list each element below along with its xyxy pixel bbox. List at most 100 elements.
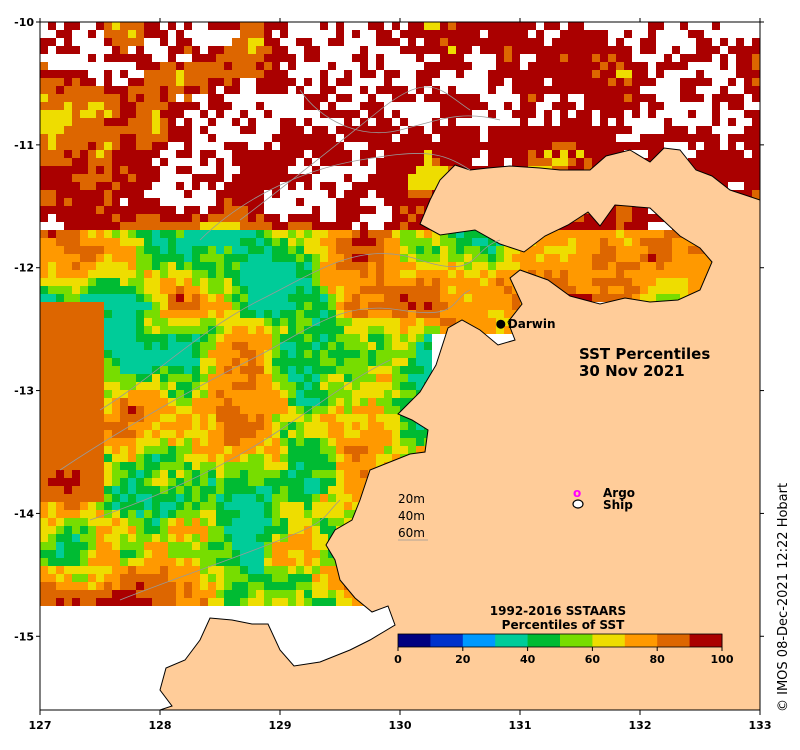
sst-cell (616, 78, 624, 86)
sst-cell (216, 382, 224, 390)
sst-cell (192, 302, 200, 310)
sst-cell (536, 70, 544, 78)
sst-cell (184, 390, 192, 398)
sst-cell (72, 542, 80, 550)
sst-cell (184, 398, 192, 406)
sst-cell (744, 110, 752, 118)
sst-cell (80, 166, 88, 174)
sst-cell (296, 366, 304, 374)
sst-cell (384, 414, 392, 422)
sst-cell (536, 38, 544, 46)
sst-cell (520, 254, 528, 262)
sst-cell (224, 278, 232, 286)
sst-cell (312, 94, 320, 102)
sst-cell (176, 326, 184, 334)
sst-cell (576, 118, 584, 126)
sst-cell (304, 94, 312, 102)
sst-cell (64, 182, 72, 190)
sst-cell (88, 318, 96, 326)
sst-cell (480, 142, 488, 150)
sst-cell (184, 214, 192, 222)
sst-cell (600, 230, 608, 238)
sst-cell (184, 358, 192, 366)
sst-cell (568, 270, 576, 278)
sst-cell (112, 134, 120, 142)
sst-cell (272, 590, 280, 598)
sst-cell (200, 438, 208, 446)
sst-cell (360, 326, 368, 334)
sst-cell (400, 182, 408, 190)
sst-cell (400, 278, 408, 286)
sst-cell (480, 294, 488, 302)
sst-cell (136, 398, 144, 406)
sst-cell (424, 262, 432, 270)
sst-cell (576, 78, 584, 86)
sst-cell (192, 526, 200, 534)
sst-cell (272, 70, 280, 78)
sst-cell (64, 158, 72, 166)
sst-cell (336, 446, 344, 454)
sst-cell (128, 222, 136, 230)
sst-cell (544, 22, 552, 30)
depth-contour-line (119, 499, 341, 601)
sst-cell (280, 510, 288, 518)
sst-cell (488, 22, 496, 30)
sst-cell (104, 206, 112, 214)
sst-cell (440, 158, 448, 166)
sst-cell (208, 470, 216, 478)
sst-cell (232, 350, 240, 358)
sst-cell (168, 566, 176, 574)
sst-cell (344, 374, 352, 382)
sst-cell (56, 366, 64, 374)
sst-cell (432, 142, 440, 150)
sst-cell (192, 246, 200, 254)
sst-cell (64, 446, 72, 454)
sst-cell (64, 558, 72, 566)
sst-cell (240, 598, 248, 606)
sst-cell (224, 590, 232, 598)
sst-cell (664, 278, 672, 286)
sst-cell (256, 470, 264, 478)
sst-cell (80, 70, 88, 78)
sst-cell (640, 62, 648, 70)
sst-cell (304, 534, 312, 542)
sst-cell (104, 30, 112, 38)
sst-cell (272, 22, 280, 30)
colorbar-title-line1: 1992-2016 SSTAARS (490, 604, 626, 618)
sst-cell (392, 382, 400, 390)
sst-cell (248, 262, 256, 270)
sst-cell (80, 470, 88, 478)
sst-cell (160, 454, 168, 462)
sst-cell (656, 230, 664, 238)
sst-cell (64, 22, 72, 30)
sst-cell (56, 70, 64, 78)
sst-cell (104, 22, 112, 30)
sst-cell (584, 86, 592, 94)
sst-cell (88, 118, 96, 126)
sst-cell (256, 38, 264, 46)
sst-cell (712, 142, 720, 150)
sst-cell (152, 446, 160, 454)
depth-legend-60m: 60m (398, 526, 425, 540)
sst-cell (488, 262, 496, 270)
sst-cell (592, 134, 600, 142)
sst-cell (256, 430, 264, 438)
sst-cell (272, 518, 280, 526)
sst-cell (240, 254, 248, 262)
sst-cell (424, 142, 432, 150)
sst-cell (112, 182, 120, 190)
sst-cell (672, 254, 680, 262)
sst-cell (136, 166, 144, 174)
sst-cell (80, 454, 88, 462)
sst-cell (280, 374, 288, 382)
sst-cell (344, 414, 352, 422)
sst-cell (360, 310, 368, 318)
sst-cell (584, 134, 592, 142)
sst-cell (160, 30, 168, 38)
sst-cell (440, 254, 448, 262)
sst-cell (272, 566, 280, 574)
sst-cell (496, 310, 504, 318)
sst-cell (160, 142, 168, 150)
sst-cell (320, 494, 328, 502)
sst-cell (680, 270, 688, 278)
